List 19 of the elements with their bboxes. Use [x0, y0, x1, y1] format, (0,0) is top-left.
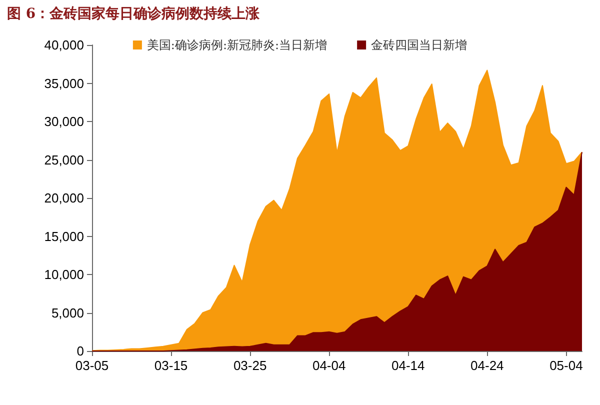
x-tick-label: 03-25 [233, 358, 267, 373]
y-tick-label: 25,000 [44, 152, 84, 168]
x-tick-label: 05-04 [550, 358, 583, 373]
y-tick-label: 0 [76, 344, 84, 358]
y-tick-label: 5,000 [51, 305, 84, 320]
y-tick-label: 20,000 [44, 190, 84, 206]
x-tick-label: 03-05 [75, 358, 109, 373]
chart-title: 图 6：金砖国家每日确诊病例数持续上涨 [7, 5, 261, 22]
legend-label: 金砖四国当日新增 [371, 38, 468, 52]
y-tick-label: 40,000 [44, 38, 84, 52]
legend-label: 美国:确诊病例:新冠肺炎:当日新增 [146, 38, 328, 52]
y-tick-label: 35,000 [44, 76, 84, 91]
x-tick-label: 04-14 [392, 358, 425, 373]
x-tick-label: 04-04 [312, 358, 346, 373]
y-tick-label: 30,000 [44, 114, 84, 129]
x-tick-label: 04-24 [470, 358, 504, 373]
y-tick-label: 15,000 [44, 228, 84, 244]
y-tick-label: 10,000 [44, 267, 84, 282]
x-tick-label: 03-15 [154, 358, 188, 373]
